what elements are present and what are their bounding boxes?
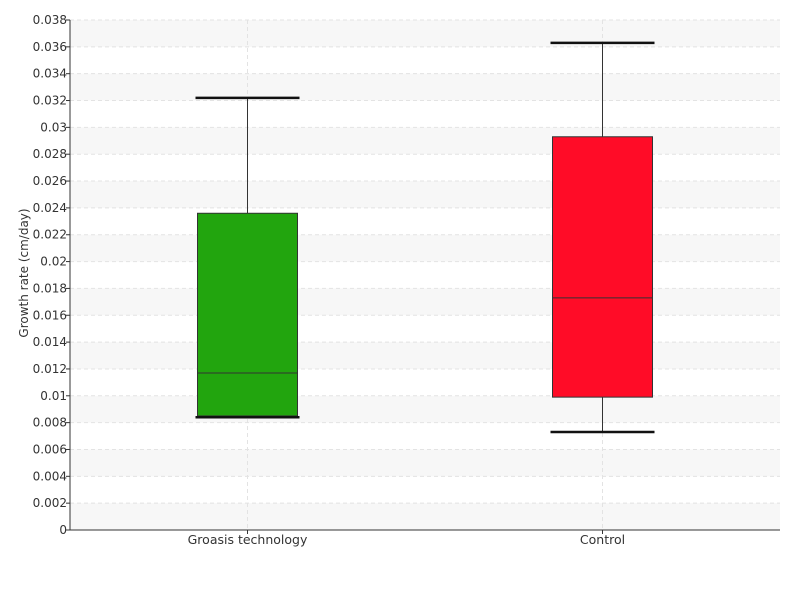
- y-tick-label: 0.004: [33, 469, 67, 483]
- y-tick-label: 0.012: [33, 362, 67, 376]
- y-tick-label: 0.02: [40, 255, 67, 269]
- y-tick-label: 0.026: [33, 174, 67, 188]
- background-band: [70, 234, 780, 262]
- y-tick-label: 0: [59, 523, 67, 537]
- x-category-label: Groasis technology: [188, 532, 308, 547]
- y-tick-label: 0.01: [40, 389, 67, 403]
- y-tick-label: 0.002: [33, 496, 67, 510]
- background-band: [70, 127, 780, 155]
- y-tick-label: 0.032: [33, 94, 67, 108]
- y-tick-label: 0.036: [33, 40, 67, 54]
- background-band: [70, 20, 780, 47]
- y-tick-label: 0.028: [33, 147, 67, 161]
- grid-lines: [70, 19, 780, 530]
- x-category-label: Control: [580, 532, 625, 547]
- y-axis: 0 0.002 0.004 0.006 0.008 0.01 0.012 0.014 0.016…: [33, 13, 71, 537]
- y-tick-label: 0.006: [33, 442, 67, 456]
- y-tick-label: 0.008: [33, 416, 67, 430]
- y-tick-label: 0.018: [33, 281, 67, 295]
- box-plot-group: [550, 41, 655, 434]
- x-axis: Groasis technology Control: [70, 529, 780, 547]
- box-iqr: [197, 212, 298, 417]
- background-bands: [70, 20, 780, 530]
- y-tick-label: 0.024: [33, 201, 67, 215]
- y-tick-label: 0.038: [33, 13, 67, 27]
- background-band: [70, 395, 780, 423]
- y-tick-label: 0.034: [33, 67, 67, 81]
- box-plot-group: [195, 96, 300, 419]
- y-tick-label: 0.016: [33, 308, 67, 322]
- background-band: [70, 342, 780, 369]
- y-axis-title: Growth rate (cm/day): [17, 208, 31, 337]
- y-tick-label: 0.03: [40, 120, 67, 134]
- box-iqr: [552, 136, 653, 398]
- box-series: [195, 41, 655, 434]
- y-tick-label: 0.014: [33, 335, 67, 349]
- background-band: [70, 288, 780, 316]
- y-tick-label: 0.022: [33, 228, 67, 242]
- background-band: [70, 181, 780, 208]
- background-band: [70, 73, 780, 101]
- background-band: [70, 449, 780, 477]
- background-band: [70, 503, 780, 530]
